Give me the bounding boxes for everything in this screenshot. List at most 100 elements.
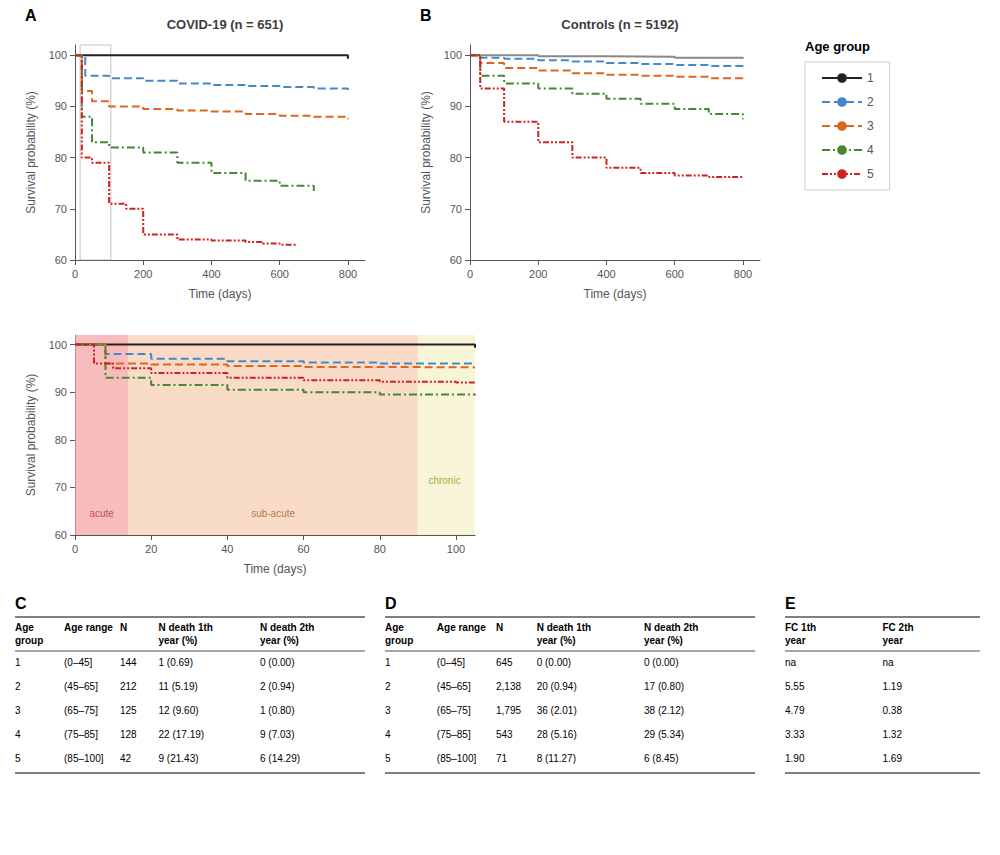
svg-text:FC 1th: FC 1th [785,622,816,633]
svg-text:Controls (n = 5192): Controls (n = 5192) [561,17,678,32]
svg-text:22 (17.19): 22 (17.19) [159,729,205,740]
svg-text:70: 70 [450,203,462,215]
svg-text:na: na [785,657,797,668]
svg-text:D: D [385,595,397,612]
svg-text:(85–100]: (85–100] [437,753,477,764]
svg-text:A: A [25,7,37,24]
svg-text:11 (5.19): 11 (5.19) [159,681,198,692]
svg-text:60: 60 [297,543,309,555]
svg-text:year (%): year (%) [159,635,198,646]
svg-text:year (%): year (%) [644,635,683,646]
svg-text:100: 100 [49,49,67,61]
svg-text:80: 80 [374,543,386,555]
svg-text:1 (0.69): 1 (0.69) [159,657,193,668]
svg-text:Survival probability (%): Survival probability (%) [24,374,38,497]
svg-text:125: 125 [120,705,137,716]
svg-text:4: 4 [385,729,391,740]
svg-text:600: 600 [666,268,684,280]
svg-text:20 (0.94): 20 (0.94) [537,681,577,692]
svg-text:1,795: 1,795 [496,705,521,716]
svg-text:100: 100 [49,339,67,351]
svg-text:40: 40 [221,543,233,555]
svg-text:70: 70 [55,481,67,493]
svg-text:9 (7.03): 9 (7.03) [260,729,294,740]
svg-text:60: 60 [450,254,462,266]
svg-text:645: 645 [496,657,513,668]
svg-text:144: 144 [120,657,137,668]
svg-text:17 (0.80): 17 (0.80) [644,681,684,692]
svg-text:0: 0 [72,268,78,280]
svg-text:N death 2th: N death 2th [260,622,314,633]
svg-text:0: 0 [72,543,78,555]
svg-text:Survival probability (%): Survival probability (%) [24,91,38,214]
svg-text:(75–85]: (75–85] [64,729,98,740]
svg-text:N death 2th: N death 2th [644,622,698,633]
svg-text:3: 3 [15,705,21,716]
svg-text:(65–75]: (65–75] [64,705,98,716]
svg-text:20: 20 [145,543,157,555]
svg-text:212: 212 [120,681,137,692]
svg-text:800: 800 [339,268,357,280]
svg-text:(85–100]: (85–100] [64,753,104,764]
svg-text:5: 5 [867,167,874,181]
svg-text:12 (9.60): 12 (9.60) [159,705,199,716]
svg-text:0: 0 [467,268,473,280]
svg-text:3.33: 3.33 [785,729,805,740]
svg-text:C: C [15,595,27,612]
svg-text:0 (0.00): 0 (0.00) [644,657,678,668]
svg-text:Time (days): Time (days) [189,287,252,301]
svg-text:5.55: 5.55 [785,681,805,692]
svg-text:Survival probability (%): Survival probability (%) [419,91,433,214]
svg-text:128: 128 [120,729,137,740]
svg-text:60: 60 [55,529,67,541]
svg-text:0 (0.00): 0 (0.00) [260,657,294,668]
svg-text:acute: acute [89,508,114,519]
svg-text:9 (21.43): 9 (21.43) [159,753,199,764]
svg-text:2: 2 [15,681,21,692]
svg-text:80: 80 [55,434,67,446]
svg-text:sub-acute: sub-acute [251,508,295,519]
svg-text:2: 2 [385,681,391,692]
svg-text:N death 1th: N death 1th [159,622,213,633]
svg-text:COVID-19 (n = 651): COVID-19 (n = 651) [167,17,284,32]
svg-text:100: 100 [444,49,462,61]
svg-text:60: 60 [55,254,67,266]
svg-text:2,138: 2,138 [496,681,521,692]
svg-text:200: 200 [529,268,547,280]
svg-text:Age: Age [385,622,404,633]
svg-text:8 (11.27): 8 (11.27) [537,753,576,764]
svg-text:(0–45]: (0–45] [437,657,466,668]
svg-text:year (%): year (%) [260,635,299,646]
svg-text:1.69: 1.69 [883,753,903,764]
svg-text:3: 3 [385,705,391,716]
svg-text:90: 90 [450,100,462,112]
svg-text:42: 42 [120,753,132,764]
svg-text:group: group [15,635,43,646]
svg-text:4: 4 [15,729,21,740]
svg-text:(75–85]: (75–85] [437,729,471,740]
svg-text:chronic: chronic [428,475,460,486]
svg-text:(65–75]: (65–75] [437,705,471,716]
svg-text:Time (days): Time (days) [244,562,307,576]
svg-text:1.19: 1.19 [883,681,903,692]
svg-text:200: 200 [134,268,152,280]
svg-text:N death 1th: N death 1th [537,622,591,633]
svg-text:year: year [883,635,904,646]
svg-text:B: B [420,7,432,24]
svg-text:N: N [120,622,127,633]
svg-text:2: 2 [867,95,874,109]
svg-text:Age range: Age range [64,622,113,633]
svg-text:Time (days): Time (days) [584,287,647,301]
svg-text:3: 3 [867,119,874,133]
svg-text:(45–65]: (45–65] [437,681,471,692]
svg-text:90: 90 [55,100,67,112]
svg-text:2 (0.94): 2 (0.94) [260,681,294,692]
svg-text:1: 1 [867,71,874,85]
svg-text:5: 5 [385,753,391,764]
svg-text:400: 400 [597,268,615,280]
svg-text:600: 600 [271,268,289,280]
svg-text:(0–45]: (0–45] [64,657,93,668]
svg-text:1.32: 1.32 [883,729,903,740]
svg-text:1: 1 [15,657,21,668]
svg-text:800: 800 [734,268,752,280]
